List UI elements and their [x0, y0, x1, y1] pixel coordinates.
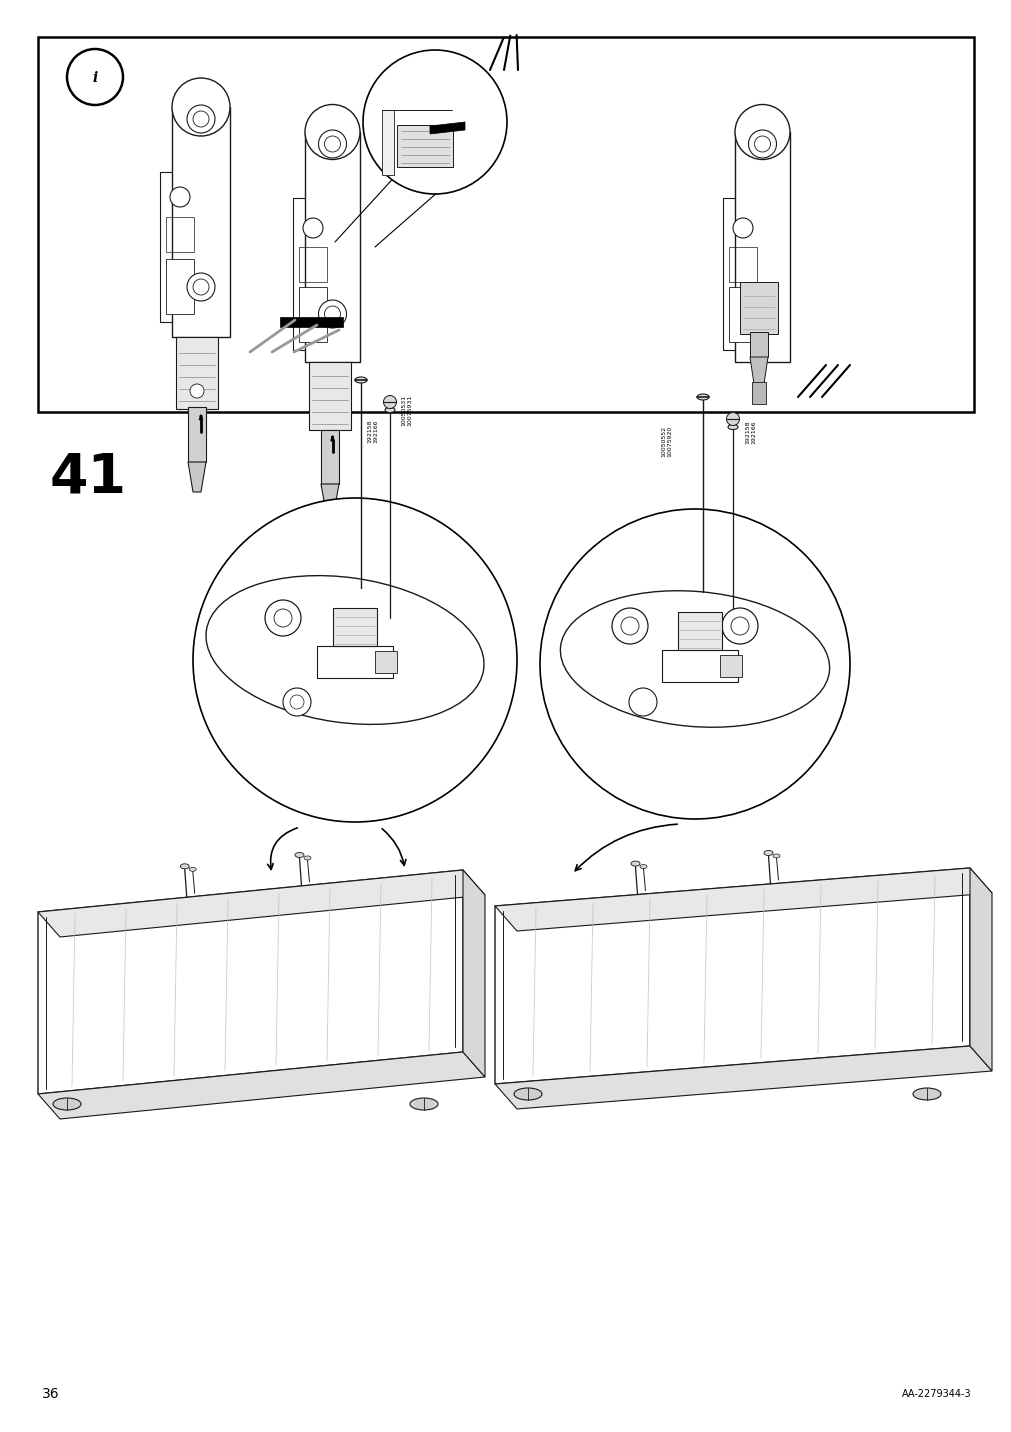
Text: 2x: 2x	[235, 662, 259, 679]
Circle shape	[190, 384, 204, 398]
Polygon shape	[969, 868, 991, 1071]
Bar	[739, 282, 777, 334]
Bar	[728, 246, 756, 282]
Circle shape	[612, 609, 647, 644]
Ellipse shape	[912, 1088, 940, 1100]
Bar	[176, 337, 217, 410]
Circle shape	[748, 130, 775, 158]
Text: i: i	[92, 72, 97, 84]
Bar	[160, 172, 208, 322]
Polygon shape	[188, 463, 206, 493]
Ellipse shape	[727, 424, 737, 430]
Polygon shape	[38, 1053, 484, 1118]
Text: 41: 41	[50, 450, 127, 504]
Bar	[172, 107, 229, 337]
Bar	[166, 259, 194, 314]
Circle shape	[629, 687, 656, 716]
Ellipse shape	[355, 377, 367, 382]
Text: 2x: 2x	[561, 677, 585, 696]
Polygon shape	[280, 316, 343, 326]
Bar	[734, 132, 790, 362]
Polygon shape	[494, 1045, 991, 1108]
Circle shape	[187, 274, 214, 301]
Bar	[728, 286, 756, 342]
Ellipse shape	[697, 394, 709, 400]
Text: 10050531
10075931: 10050531 10075931	[401, 395, 412, 425]
Ellipse shape	[763, 851, 772, 855]
Bar	[749, 332, 767, 357]
Circle shape	[732, 218, 752, 238]
Text: AA-2279344-3: AA-2279344-3	[902, 1389, 971, 1399]
Ellipse shape	[384, 408, 394, 412]
Ellipse shape	[409, 1098, 438, 1110]
Polygon shape	[749, 357, 767, 384]
Circle shape	[170, 188, 190, 208]
Ellipse shape	[383, 395, 396, 408]
Bar	[298, 246, 327, 282]
Bar	[304, 132, 360, 362]
Polygon shape	[494, 868, 991, 931]
Bar	[661, 650, 737, 682]
Circle shape	[721, 609, 757, 644]
Bar	[751, 382, 765, 404]
Ellipse shape	[560, 591, 829, 727]
Ellipse shape	[172, 77, 229, 136]
Text: 36: 36	[42, 1388, 60, 1400]
Bar	[316, 646, 392, 677]
Bar	[719, 654, 741, 677]
Bar	[320, 430, 339, 484]
Bar	[375, 652, 396, 673]
Text: 192158
192166: 192158 192166	[367, 420, 378, 442]
Text: 10050552
10075920: 10050552 10075920	[661, 425, 671, 457]
Ellipse shape	[304, 105, 360, 159]
Bar	[396, 125, 453, 168]
Ellipse shape	[639, 865, 646, 869]
Bar	[38, 37, 973, 412]
Ellipse shape	[295, 852, 303, 858]
Bar	[333, 609, 377, 646]
Polygon shape	[38, 871, 484, 937]
Circle shape	[265, 600, 300, 636]
Circle shape	[302, 218, 323, 238]
Ellipse shape	[303, 856, 310, 861]
Bar	[677, 611, 721, 650]
Bar	[293, 198, 341, 349]
Polygon shape	[430, 122, 464, 135]
Polygon shape	[320, 484, 339, 513]
Circle shape	[318, 299, 346, 328]
Ellipse shape	[180, 863, 189, 869]
Bar	[722, 198, 770, 349]
Ellipse shape	[726, 412, 739, 425]
Circle shape	[748, 299, 775, 328]
Circle shape	[193, 498, 517, 822]
Bar	[166, 218, 194, 252]
Ellipse shape	[631, 861, 639, 866]
Ellipse shape	[53, 1098, 81, 1110]
Bar	[308, 362, 351, 430]
Polygon shape	[494, 868, 969, 1084]
Text: 192158
192166: 192158 192166	[745, 421, 755, 444]
Circle shape	[187, 105, 214, 133]
Bar	[188, 407, 206, 463]
Bar	[298, 286, 327, 342]
Circle shape	[540, 508, 849, 819]
Circle shape	[283, 687, 310, 716]
Bar	[381, 110, 393, 175]
Ellipse shape	[772, 853, 779, 858]
Ellipse shape	[206, 576, 483, 725]
Ellipse shape	[734, 105, 790, 159]
Circle shape	[363, 50, 507, 193]
Circle shape	[318, 130, 346, 158]
Ellipse shape	[189, 868, 196, 871]
Circle shape	[67, 49, 123, 105]
Polygon shape	[38, 871, 463, 1094]
Polygon shape	[463, 871, 484, 1077]
Ellipse shape	[514, 1088, 542, 1100]
